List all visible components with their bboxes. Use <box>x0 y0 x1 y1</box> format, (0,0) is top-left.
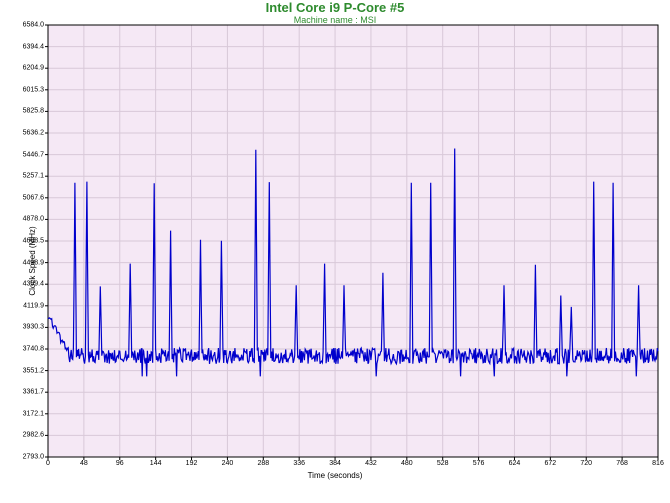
x-tick-label: 528 <box>437 460 449 467</box>
y-tick-label: 3930.3 <box>4 324 44 331</box>
x-tick-label: 288 <box>257 460 269 467</box>
x-tick-label: 48 <box>80 460 88 467</box>
y-tick-label: 5825.8 <box>4 108 44 115</box>
y-tick-label: 3551.2 <box>4 367 44 374</box>
y-tick-label: 4688.5 <box>4 238 44 245</box>
y-tick-label: 4309.4 <box>4 281 44 288</box>
x-tick-label: 816 <box>652 460 664 467</box>
x-tick-label: 0 <box>46 460 50 467</box>
y-tick-label: 4878.0 <box>4 216 44 223</box>
y-tick-label: 5257.1 <box>4 173 44 180</box>
y-tick-label: 6394.4 <box>4 43 44 50</box>
y-tick-label: 6204.9 <box>4 65 44 72</box>
x-tick-label: 240 <box>222 460 234 467</box>
x-tick-label: 432 <box>365 460 377 467</box>
x-tick-label: 624 <box>509 460 521 467</box>
x-axis-label: Time (seconds) <box>308 471 363 480</box>
y-tick-label: 3740.8 <box>4 345 44 352</box>
x-tick-label: 480 <box>401 460 413 467</box>
chart-plot <box>48 25 658 457</box>
chart-subtitle: Machine name : MSI <box>0 15 670 25</box>
x-tick-label: 192 <box>186 460 198 467</box>
chart-title: Intel Core i9 P-Core #5 <box>0 0 670 15</box>
y-tick-label: 3361.7 <box>4 389 44 396</box>
x-tick-label: 672 <box>545 460 557 467</box>
y-tick-label: 6015.3 <box>4 86 44 93</box>
y-tick-label: 5067.6 <box>4 194 44 201</box>
y-tick-label: 4498.9 <box>4 259 44 266</box>
y-tick-label: 2982.6 <box>4 432 44 439</box>
y-tick-label: 2793.0 <box>4 454 44 461</box>
x-tick-label: 336 <box>293 460 305 467</box>
x-tick-label: 768 <box>616 460 628 467</box>
y-tick-label: 5636.2 <box>4 130 44 137</box>
y-tick-label: 4119.9 <box>4 302 44 309</box>
x-tick-label: 576 <box>473 460 485 467</box>
y-axis-ticks: 2793.02982.63172.13361.73551.23740.83930… <box>0 25 44 457</box>
x-tick-label: 720 <box>580 460 592 467</box>
x-tick-label: 96 <box>116 460 124 467</box>
y-tick-label: 3172.1 <box>4 410 44 417</box>
y-tick-label: 5446.7 <box>4 151 44 158</box>
chart-area: Clock Speed (MHz) Time (seconds) 2793.02… <box>0 25 670 497</box>
y-tick-label: 6584.0 <box>4 22 44 29</box>
x-tick-label: 384 <box>329 460 341 467</box>
x-tick-label: 144 <box>150 460 162 467</box>
